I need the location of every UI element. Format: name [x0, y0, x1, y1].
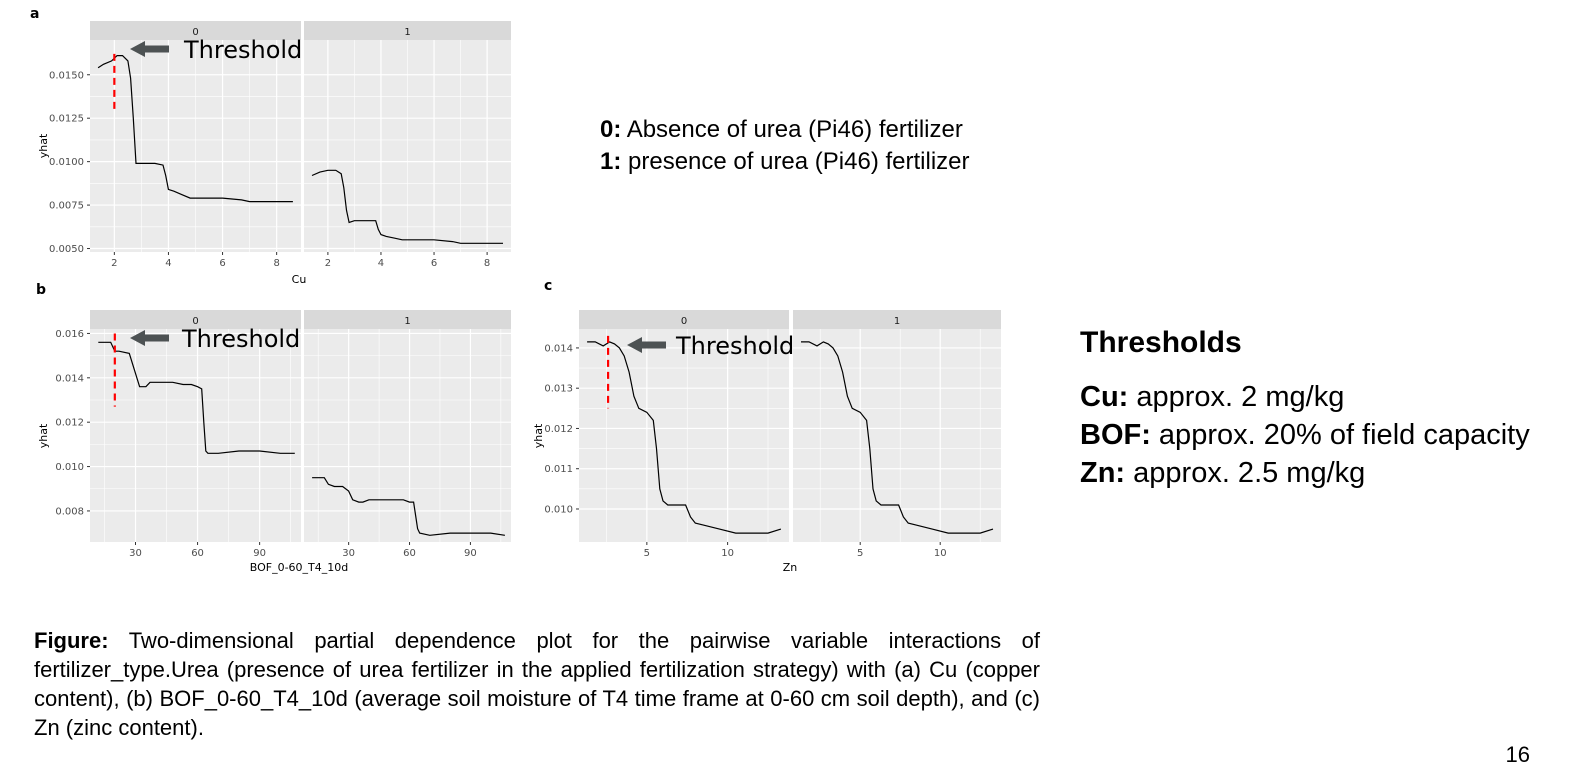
threshold-cu: Cu: approx. 2 mg/kg — [1080, 378, 1530, 416]
page-number: 16 — [1505, 742, 1530, 767]
y-tick-label: 0.012 — [544, 424, 573, 435]
facet-strip-b-1 — [304, 310, 511, 329]
panel-letter-b: b — [36, 282, 47, 298]
chart-b: 0 30 60 90 Threshold 1 30 60 90 0.008 0.010 0.012 0.… — [37, 310, 511, 574]
facet-legend: 0: Absence of urea (Pi46) fertilizer 1: … — [600, 114, 970, 178]
caption-text: Two-dimensional partial dependence plot … — [34, 628, 1040, 740]
x-tick-label: 60 — [403, 548, 416, 559]
legend-text-1: presence of urea (Pi46) fertilizer — [621, 148, 970, 175]
facet-strip-label-a-0: 0 — [192, 27, 198, 38]
x-tick-label: 90 — [253, 548, 266, 559]
x-tick-label: 5 — [644, 548, 650, 559]
threshold-label-b: Threshold — [181, 325, 300, 353]
x-axis-label-a: Cu — [292, 273, 307, 286]
x-axis-label-c: Zn — [783, 561, 798, 574]
x-tick-label: 2 — [325, 258, 331, 269]
pdp-line-c-facet-0 — [587, 341, 782, 534]
plot-panel-b-0 — [90, 329, 301, 542]
x-tick-label: 90 — [464, 548, 477, 559]
y-tick-label: 0.0075 — [49, 201, 84, 212]
x-tick-label: 10 — [721, 548, 734, 559]
legend-text-0: Absence of urea (Pi46) fertilizer — [621, 116, 963, 143]
x-tick-label: 4 — [165, 258, 171, 269]
threshold-arrow-b — [130, 330, 169, 346]
x-tick-label: 8 — [273, 258, 279, 269]
facet-strip-c-1 — [793, 310, 1001, 329]
y-tick-label: 0.014 — [55, 373, 84, 384]
y-tick-label: 0.0050 — [49, 244, 84, 255]
threshold-cu-key: Cu: — [1080, 381, 1129, 413]
legend-key-0: 0: — [600, 116, 622, 143]
chart-c: 0 5 10 Threshold 1 5 10 0.010 0.011 0.012 0.013 0.0… — [532, 310, 1001, 574]
x-tick-label: 6 — [431, 258, 437, 269]
threshold-label-a: Threshold — [183, 36, 302, 64]
x-tick-label: 8 — [484, 258, 490, 269]
threshold-cu-text: approx. 2 mg/kg — [1128, 381, 1345, 413]
x-tick-label: 30 — [342, 548, 355, 559]
caption-label: Figure: — [34, 628, 109, 653]
plot-panel-c-0 — [579, 329, 789, 542]
facet-strip-c-0 — [579, 310, 789, 329]
x-tick-label: 2 — [111, 258, 117, 269]
threshold-label-c: Threshold — [675, 332, 794, 360]
figure-caption: Figure: Two-dimensional partial dependen… — [34, 626, 1040, 742]
plot-panel-c-1 — [793, 329, 1001, 542]
facet-strip-label-c-1: 1 — [894, 316, 900, 327]
threshold-bof-key: BOF: — [1080, 419, 1151, 451]
facet-strip-b-0 — [90, 310, 301, 329]
plot-panel-b-1 — [304, 329, 511, 542]
facet-strip-label-b-0: 0 — [192, 316, 198, 327]
x-tick-label: 30 — [129, 548, 142, 559]
threshold-arrow-a — [130, 41, 169, 57]
pdp-line-c-facet-1 — [801, 341, 994, 534]
y-axis-label-a: yhat — [37, 133, 50, 158]
threshold-bof: BOF: approx. 20% of field capacity — [1080, 416, 1530, 454]
threshold-zn: Zn: approx. 2.5 mg/kg — [1080, 454, 1530, 492]
threshold-zn-text: approx. 2.5 mg/kg — [1125, 457, 1366, 489]
x-tick-label: 6 — [219, 258, 225, 269]
y-tick-label: 0.010 — [544, 504, 573, 515]
x-tick-label: 4 — [378, 258, 384, 269]
pdp-line-a-facet-0 — [97, 54, 293, 203]
facet-strip-label-a-1: 1 — [404, 27, 410, 38]
y-axis-label-b: yhat — [37, 423, 50, 448]
facet-strip-label-c-0: 0 — [681, 316, 687, 327]
facet-strip-label-b-1: 1 — [404, 316, 410, 327]
threshold-zn-key: Zn: — [1080, 457, 1126, 489]
pdp-line-a-facet-1 — [311, 169, 503, 244]
facet-strip-a-1 — [304, 21, 511, 40]
legend-item-1: 1: presence of urea (Pi46) fertilizer — [600, 146, 970, 178]
facet-strip-a-0 — [90, 21, 301, 40]
y-tick-label: 0.011 — [544, 464, 573, 475]
threshold-bof-text: approx. 20% of field capacity — [1150, 419, 1530, 451]
y-tick-label: 0.008 — [55, 506, 84, 517]
y-tick-label: 0.010 — [55, 462, 84, 473]
y-axis-label-c: yhat — [532, 423, 545, 448]
x-tick-label: 60 — [191, 548, 204, 559]
thresholds-title: Thresholds — [1080, 326, 1242, 359]
pdp-line-b-facet-1 — [312, 477, 505, 536]
x-tick-label: 5 — [857, 548, 863, 559]
legend-key-1: 1: — [600, 148, 622, 175]
x-axis-label-b: BOF_0-60_T4_10d — [250, 561, 349, 574]
thresholds-summary: Thresholds Cu: approx. 2 mg/kg BOF: appr… — [1080, 326, 1530, 492]
panel-letter-c: c — [544, 278, 553, 294]
y-tick-label: 0.0125 — [49, 114, 84, 125]
pdp-line-b-facet-0 — [98, 341, 295, 454]
panel-letter-a: a — [30, 6, 40, 22]
x-tick-label: 10 — [934, 548, 947, 559]
chart-a: 0 2 4 6 8 Threshold 1 2 4 6 8 0.0050 0.0075 0.0100 0.0… — [37, 21, 511, 286]
y-tick-label: 0.012 — [55, 418, 84, 429]
y-tick-label: 0.014 — [544, 343, 573, 354]
y-tick-label: 0.0100 — [49, 157, 84, 168]
y-tick-label: 0.013 — [544, 384, 573, 395]
legend-item-0: 0: Absence of urea (Pi46) fertilizer — [600, 114, 970, 146]
threshold-arrow-c — [627, 337, 666, 353]
y-tick-label: 0.016 — [55, 329, 84, 340]
y-tick-label: 0.0150 — [49, 70, 84, 81]
